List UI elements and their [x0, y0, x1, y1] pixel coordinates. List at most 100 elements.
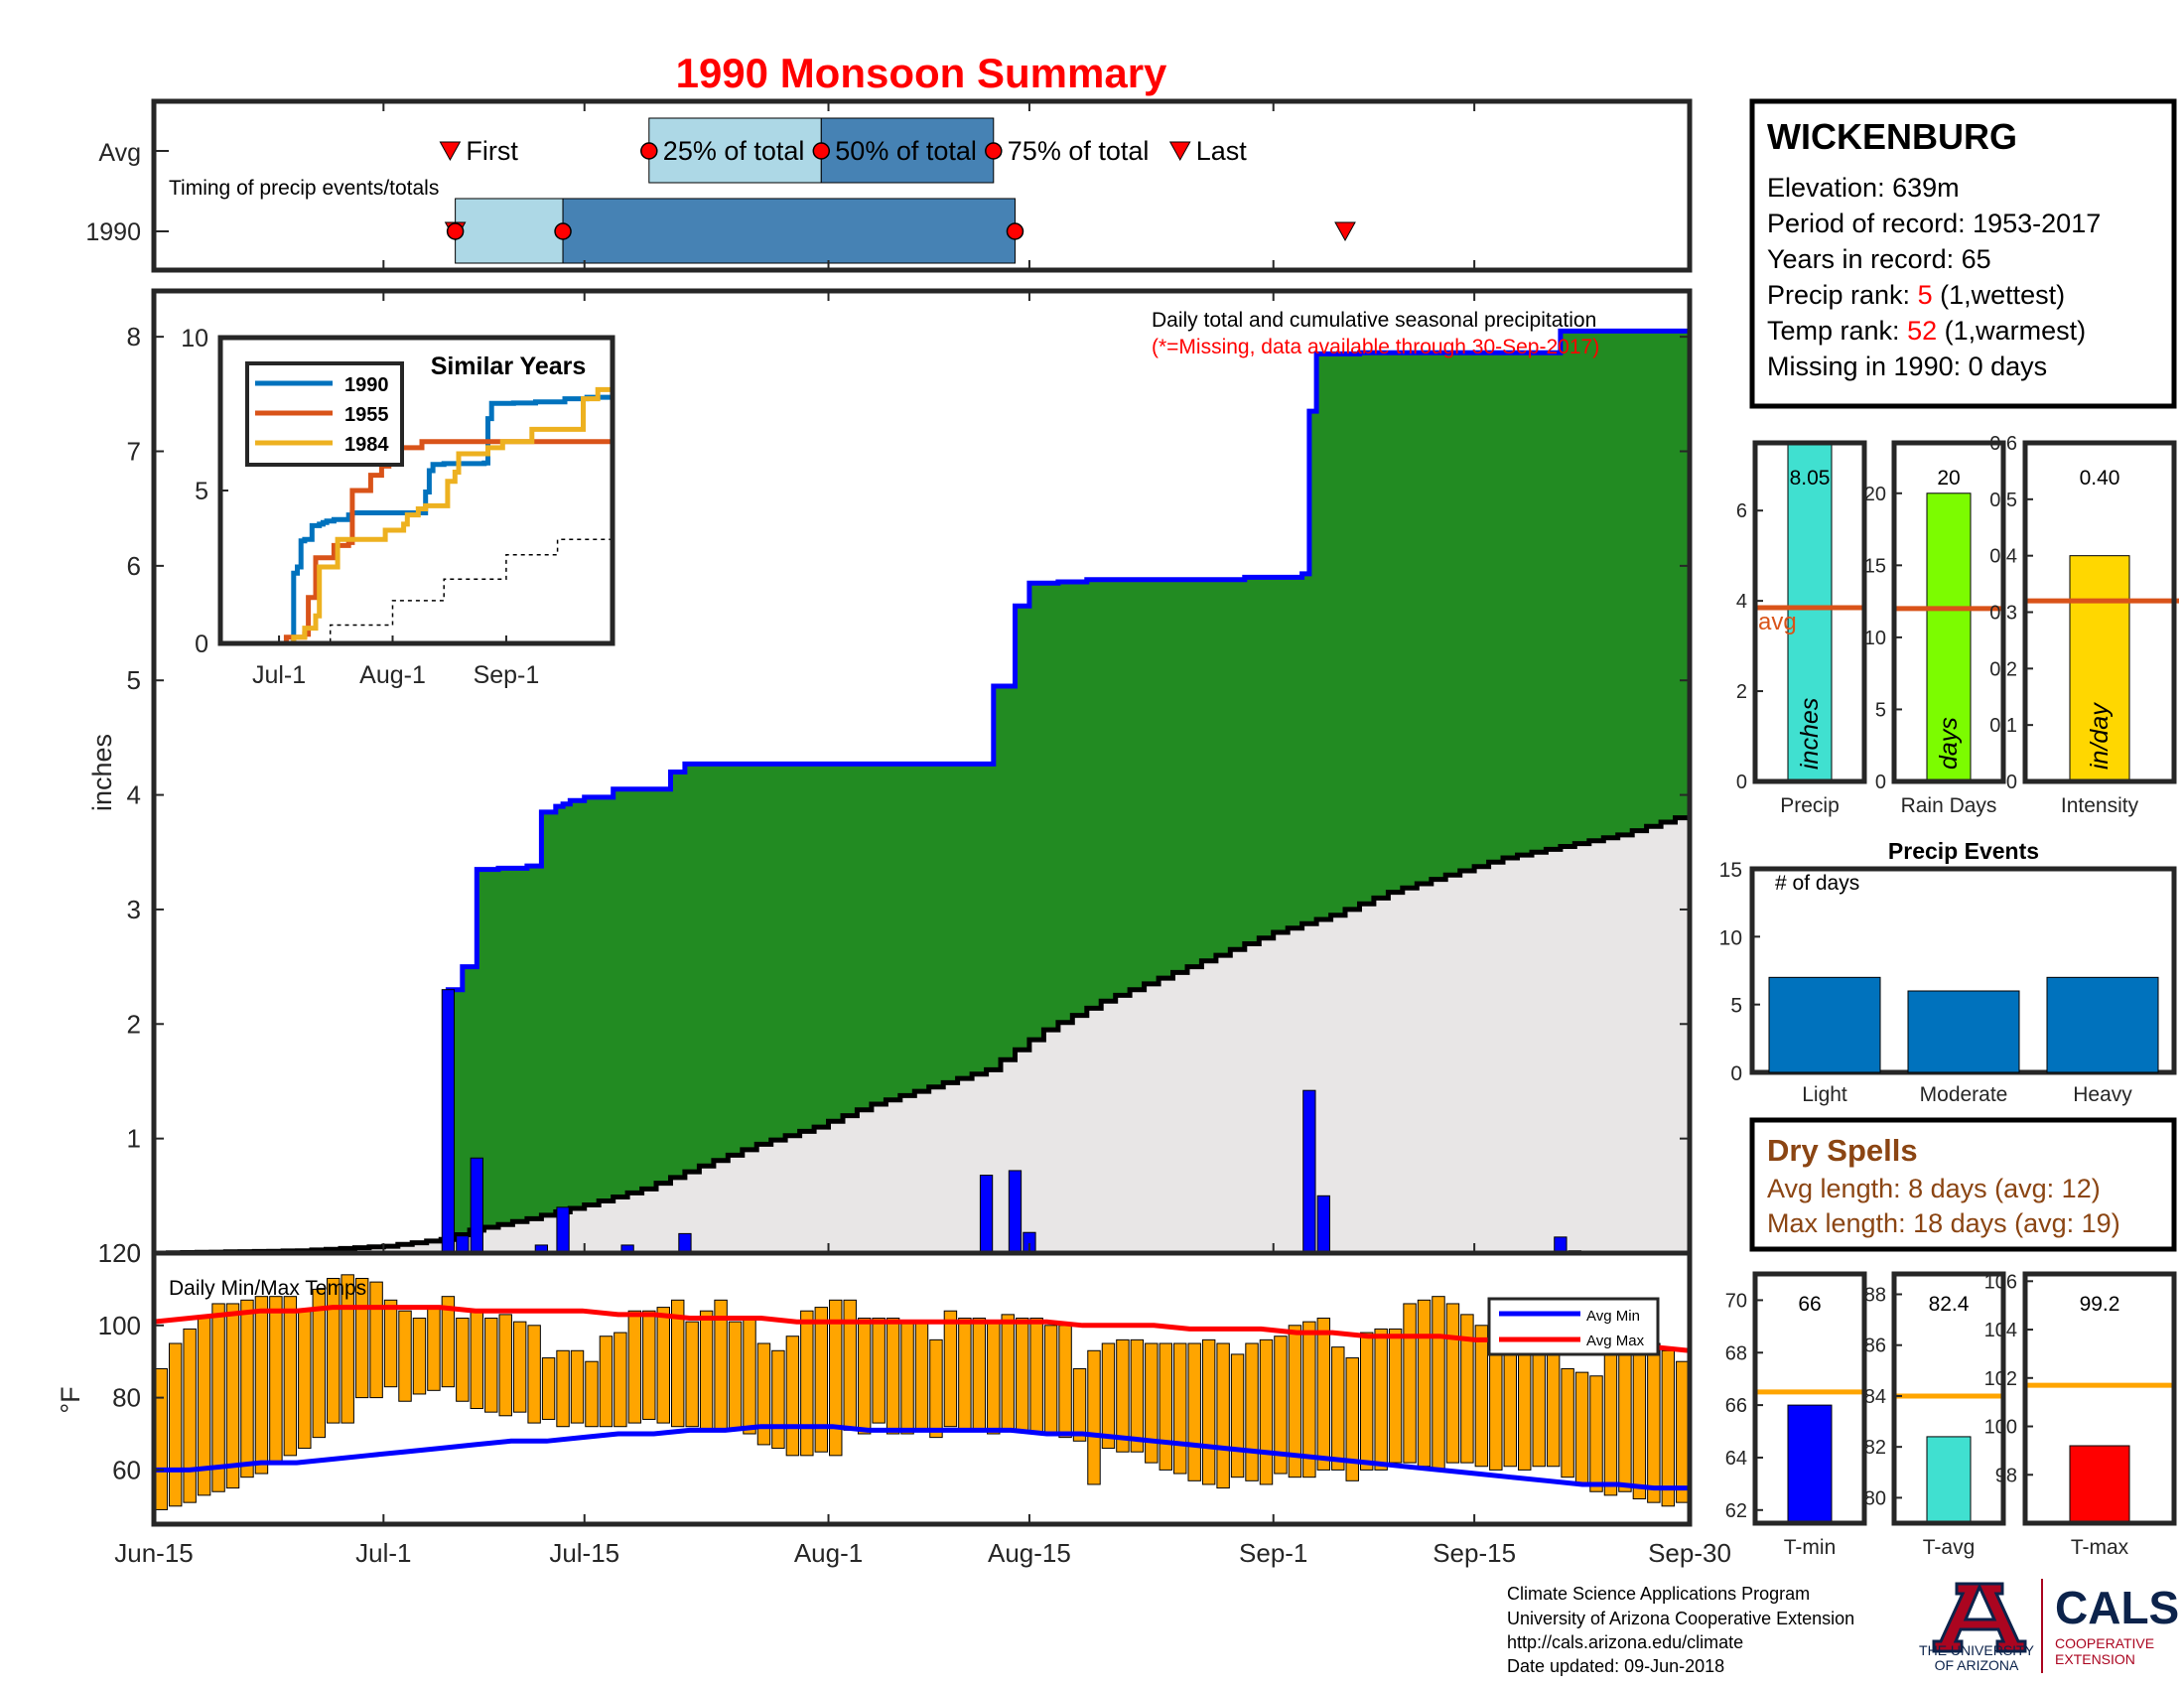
legend-label-1984: 1984: [344, 434, 389, 456]
temp-range-bar: [1460, 1314, 1474, 1464]
precip-events-ylabel: # of days: [1775, 872, 1859, 895]
temp-range-bar: [1647, 1342, 1661, 1503]
temp-range-bar: [327, 1277, 341, 1424]
temp-range-bar: [183, 1328, 197, 1503]
total-y-tick-label: 0.4: [1989, 546, 2017, 568]
temp-range-bar: [1130, 1338, 1145, 1453]
legend-label-avg-max: Avg Max: [1586, 1333, 1645, 1349]
temp-range-bar: [225, 1303, 240, 1489]
event-category-label-1: Moderate: [1920, 1083, 2008, 1106]
inset-x-tick-label: Aug-1: [359, 661, 426, 689]
temp-range-bar: [1173, 1342, 1187, 1475]
temp-range-bar: [1417, 1299, 1432, 1468]
event-category-label-2: Heavy: [2073, 1083, 2132, 1106]
date-x-tick-label: Aug-1: [794, 1538, 863, 1568]
temp-range-bar: [1388, 1328, 1403, 1464]
temp-range-bar: [254, 1296, 269, 1475]
total-y-tick-label: 15: [1864, 555, 1886, 577]
timing-row-avg-label: Avg: [98, 139, 141, 167]
avg-75-label: 75% of total: [1008, 136, 1150, 166]
inset-y-tick-label: 5: [195, 478, 208, 505]
precip-caption-missing: (*=Missing, data available through 30-Se…: [1152, 336, 1599, 358]
daily-precip-bar: [1302, 1089, 1316, 1253]
station-elevation: Elevation: 639m: [1767, 173, 1960, 203]
temp-y-tick-label: 100: [98, 1311, 141, 1340]
temp-total-y-tick-label: 66: [1725, 1395, 1747, 1417]
temp-y-label: °F: [56, 1386, 85, 1413]
temperature-panel: 60 80 100 120 Jun-15 Jul-1 Jul-15 Aug-1 Aug-15 Se…: [56, 1238, 1731, 1568]
precip-y-tick-label: 5: [127, 665, 141, 695]
temp-range-bar: [1101, 1342, 1116, 1450]
temp-y-tick-label: 80: [112, 1383, 141, 1413]
daily-precip-bar: [620, 1244, 634, 1253]
temp-range-bar: [283, 1296, 298, 1457]
event-y-tick-label: 5: [1730, 995, 1742, 1018]
precip-events-title: Precip Events: [1888, 838, 2039, 864]
total-y-tick-label: 0.2: [1989, 658, 2017, 680]
temp-range-bar: [814, 1307, 829, 1453]
temp-total-value-label-2: 99.2: [2080, 1293, 2120, 1316]
total-y-tick-label: 2: [1736, 681, 1747, 703]
temp-range-bar: [886, 1318, 900, 1435]
temp-total-y-tick-label: 80: [1864, 1487, 1886, 1509]
daily-precip-bar: [556, 1206, 570, 1253]
precip-y-tick-label: 0: [127, 1238, 141, 1268]
temp-total-value-label-1: 82.4: [1929, 1293, 1970, 1316]
total-value-label-1: 20: [1937, 467, 1960, 490]
temp-range-bar: [756, 1342, 771, 1446]
cals-coop-line-2: EXTENSION: [2055, 1651, 2135, 1667]
temp-range-bar: [800, 1310, 814, 1457]
temp-range-bar: [829, 1299, 843, 1457]
temp-total-category-label-1: T-avg: [1923, 1536, 1976, 1559]
temp-total-y-tick-label: 64: [1725, 1448, 1747, 1470]
temp-range-bar: [470, 1310, 484, 1410]
temp-range-bar: [456, 1318, 470, 1402]
cals-logo: CALS COOPERATIVE EXTENSION: [2055, 1582, 2179, 1667]
temp-range-bar: [1661, 1349, 1676, 1507]
temp-range-bar: [1245, 1342, 1259, 1481]
total-bar-intensity: [2069, 555, 2130, 782]
legend-label-1955: 1955: [344, 404, 389, 426]
temp-range-bar: [1445, 1303, 1460, 1464]
avg-50-marker: [812, 142, 831, 160]
total-y-tick-label: 20: [1864, 484, 1886, 505]
year-75-marker: [1006, 222, 1024, 240]
total-unit-label-1: days: [1935, 717, 1963, 770]
temp-total-y-tick-label: 102: [1984, 1368, 2017, 1390]
station-years: Years in record: 65: [1767, 244, 1991, 274]
temp-range-bar: [1331, 1346, 1345, 1471]
temp-range-bar: [1159, 1342, 1173, 1471]
temp-range-bar: [1058, 1325, 1072, 1439]
temp-range-bar: [1374, 1328, 1388, 1471]
precip-y-tick-label: 6: [127, 551, 141, 581]
precip-events-chart: Precip Events Light Moderate Heavy 0 5 10 15 #…: [1719, 838, 2177, 1106]
university-of-arizona-logo: THE UNIVERSITY OF ARIZONA: [1919, 1582, 2035, 1673]
temp-range-bar: [914, 1321, 929, 1431]
temp-range-bar: [958, 1318, 972, 1431]
temp-range-bar: [1546, 1353, 1561, 1468]
temp-range-bar: [1316, 1318, 1331, 1471]
temp-total-y-tick-label: 70: [1725, 1290, 1747, 1312]
event-y-tick-label: 15: [1719, 859, 1742, 882]
temp-range-bar: [398, 1310, 412, 1402]
total-y-tick-label: 0: [2006, 772, 2017, 793]
daily-precip-bar: [470, 1157, 483, 1253]
total-bar-precip: [1787, 442, 1833, 782]
temp-total-y-tick-label: 82: [1864, 1437, 1886, 1459]
precip-y-tick-label: 4: [127, 780, 141, 810]
total-y-tick-label: 0: [1875, 772, 1886, 793]
temp-total-bar-t-min: [1787, 1404, 1833, 1524]
cals-coop-line-1: COOPERATIVE: [2055, 1635, 2154, 1651]
temp-total-y-tick-label: 86: [1864, 1336, 1886, 1357]
similar-years-title: Similar Years: [431, 352, 587, 380]
date-x-tick-label: Aug-15: [988, 1538, 1071, 1568]
precip-panel: 0 1 2 3 4 5 6 7 8 inches Daily total and cumulat…: [87, 288, 1693, 1268]
precip-caption: Daily total and cumulative seasonal prec…: [1152, 309, 1596, 332]
dry-spells-box: Dry Spells Avg length: 8 days (avg: 12) …: [1749, 1117, 2177, 1252]
inset-x-tick-label: Sep-1: [474, 661, 540, 689]
temp-total-y-tick-label: 100: [1984, 1417, 2017, 1439]
temp-range-bar: [743, 1318, 756, 1435]
temp-range-bar: [341, 1274, 354, 1424]
event-bar-heavy: [2046, 976, 2159, 1073]
total-y-tick-label: 0.3: [1989, 603, 2017, 625]
